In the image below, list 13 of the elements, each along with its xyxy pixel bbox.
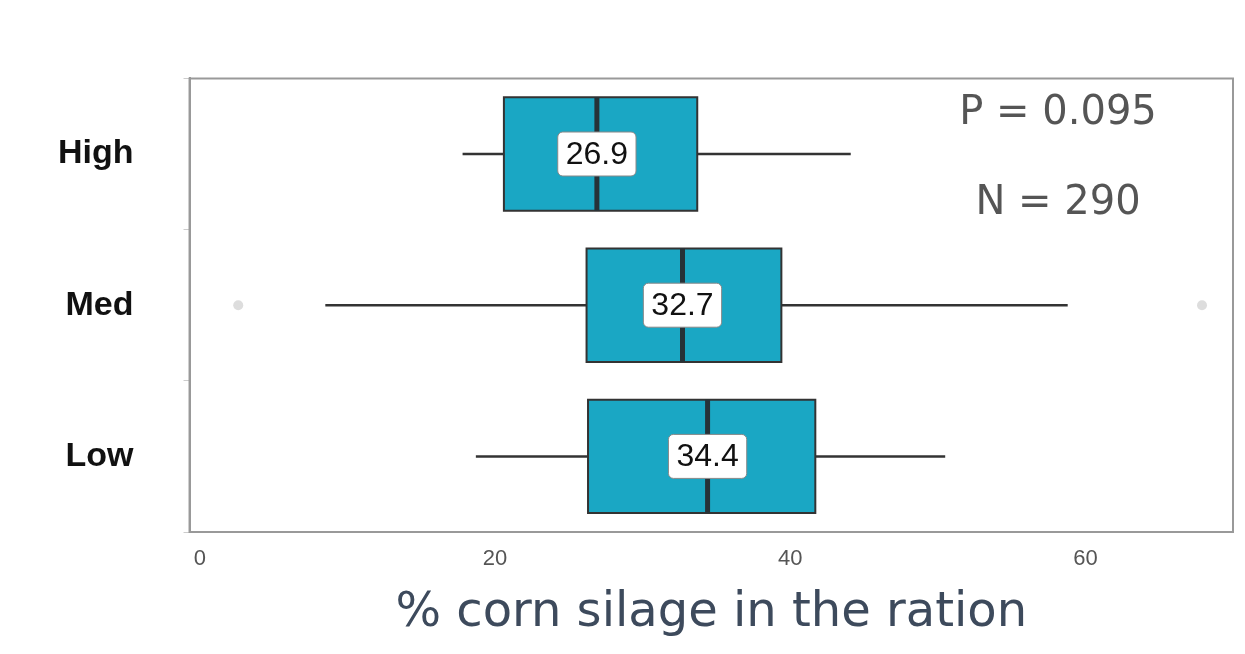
text: 32.7: [651, 286, 714, 323]
y-tick-label: Med: [65, 283, 134, 322]
y-tick-label: High: [57, 132, 134, 171]
annotation: P = 0.095: [959, 86, 1157, 133]
x-tick-label: 0: [193, 545, 206, 571]
x-tick-label: 20: [482, 545, 508, 571]
x-tick-label: 60: [1073, 545, 1098, 571]
text: 34.4: [676, 437, 739, 474]
x-tick-label: 40: [777, 545, 803, 571]
x-axis-title: % corn silage in the ration: [395, 580, 1028, 637]
text: 26.9: [565, 134, 629, 171]
y-tick-label: Low: [65, 434, 135, 473]
annotation: N = 290: [975, 176, 1141, 223]
